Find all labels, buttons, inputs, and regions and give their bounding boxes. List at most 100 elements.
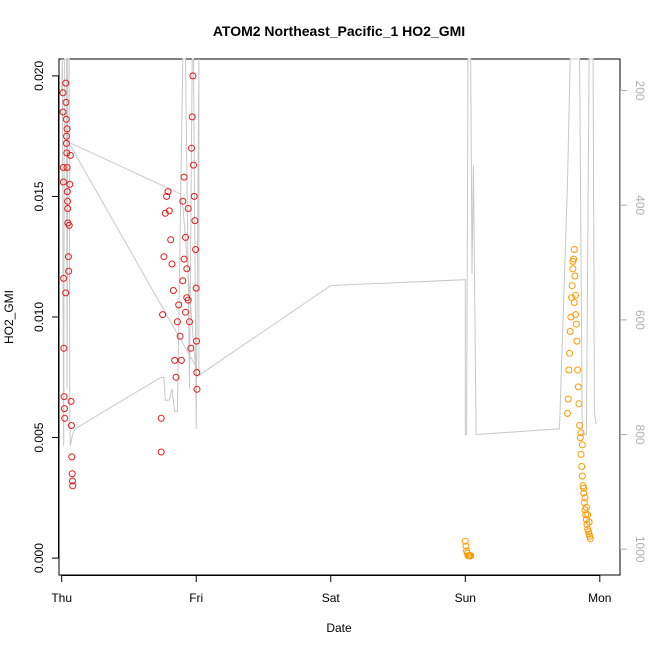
data-point-orange	[566, 328, 574, 335]
y-axis: 0.000 0.005 0.010 0.015 0.020	[32, 61, 59, 573]
data-point-red	[64, 205, 72, 212]
data-point-red	[188, 113, 196, 121]
data-point-red	[179, 277, 187, 285]
data-point-red	[66, 151, 74, 159]
x-tick-label: Fri	[189, 591, 203, 605]
x-axis: Thu Fri Sat Sun Mon	[51, 575, 611, 605]
y-tick-label: 0.000	[32, 543, 46, 573]
data-point-red	[169, 287, 177, 294]
right-tick-label: 1000	[633, 536, 647, 563]
data-point-red	[177, 356, 185, 364]
data-point-orange	[572, 291, 580, 299]
data-point-orange	[570, 299, 578, 306]
x-axis-title: Date	[326, 621, 352, 635]
data-point-orange	[578, 463, 586, 470]
data-point-orange	[577, 450, 585, 458]
data-point-orange	[577, 429, 585, 437]
data-point-red	[184, 205, 192, 212]
data-point-red	[59, 164, 67, 171]
data-point-red	[190, 161, 197, 169]
data-point-orange	[574, 366, 582, 374]
data-point-red	[173, 318, 181, 326]
data-point-orange	[461, 537, 469, 545]
data-point-red	[62, 79, 70, 87]
data-point-orange	[565, 366, 573, 374]
data-point-red	[182, 308, 189, 316]
data-point-orange	[581, 494, 589, 502]
plot-area-border	[58, 58, 621, 576]
data-point-red	[188, 144, 195, 152]
data-point-red	[168, 260, 176, 268]
x-tick-label: Sun	[455, 591, 476, 605]
data-point-red	[187, 344, 195, 352]
pressure-line-layer	[61, 58, 598, 447]
data-point-red	[183, 265, 191, 273]
data-point-red	[189, 72, 197, 80]
data-point-orange	[576, 422, 584, 429]
data-point-orange	[582, 511, 590, 519]
data-point-red	[66, 180, 74, 188]
data-point-red	[186, 318, 193, 326]
data-point-red	[65, 267, 73, 275]
data-point-red	[60, 344, 68, 352]
data-point-red	[59, 178, 67, 186]
data-point-red	[59, 89, 67, 97]
data-point-red	[63, 149, 71, 157]
y-tick-label: 0.010	[32, 302, 46, 332]
data-point-red	[63, 164, 71, 171]
x-tick-label: Thu	[51, 591, 72, 605]
data-point-red	[159, 311, 167, 319]
x-tick-label: Mon	[588, 591, 611, 605]
data-point-red	[167, 236, 175, 244]
data-point-red	[191, 217, 199, 225]
data-point-red	[64, 253, 72, 261]
x-tick-label: Sat	[322, 591, 341, 605]
data-point-red	[67, 397, 75, 405]
data-point-red	[192, 246, 200, 253]
data-point-red	[157, 414, 165, 422]
data-point-red	[190, 192, 198, 200]
data-point-red	[192, 284, 200, 292]
data-point-orange	[564, 409, 571, 417]
data-point-red	[193, 337, 200, 345]
data-point-red	[172, 373, 180, 381]
data-point-red	[160, 253, 168, 261]
data-point-red	[62, 139, 70, 147]
data-point-red	[182, 233, 189, 241]
pressure-line	[61, 58, 598, 447]
data-point-orange	[576, 434, 584, 442]
data-point-red	[68, 470, 76, 478]
data-point-red	[68, 453, 76, 461]
data-point-orange	[570, 246, 578, 253]
data-point-red	[61, 414, 69, 422]
data-point-red	[157, 448, 165, 456]
data-point-red	[171, 356, 179, 364]
data-point-red	[60, 405, 68, 413]
data-point-orange	[462, 542, 470, 550]
data-point-red	[180, 173, 188, 181]
data-point-orange	[569, 258, 577, 265]
right-tick-label: 400	[633, 195, 647, 215]
data-point-orange	[580, 489, 588, 497]
data-point-red	[63, 188, 71, 196]
data-point-red	[163, 192, 171, 200]
data-point-orange	[578, 472, 586, 480]
data-point-orange	[572, 311, 580, 319]
data-point-orange	[574, 383, 582, 391]
data-point-orange	[575, 400, 583, 408]
y-tick-label: 0.005	[32, 422, 46, 452]
data-point-orange	[580, 484, 588, 492]
y-tick-label: 0.020	[32, 61, 46, 91]
data-point-red	[59, 108, 67, 116]
chart-title: ATOM2 Northeast_Pacific_1 HO2_GMI	[213, 23, 465, 39]
data-point-red	[180, 255, 188, 263]
data-point-red	[175, 301, 183, 309]
right-tick-label: 600	[633, 310, 647, 330]
data-point-red	[176, 332, 184, 340]
data-point-red	[62, 289, 70, 297]
data-point-orange	[569, 265, 577, 273]
data-point-orange	[564, 395, 572, 403]
data-point-orange	[571, 272, 579, 280]
data-point-red	[165, 207, 173, 215]
